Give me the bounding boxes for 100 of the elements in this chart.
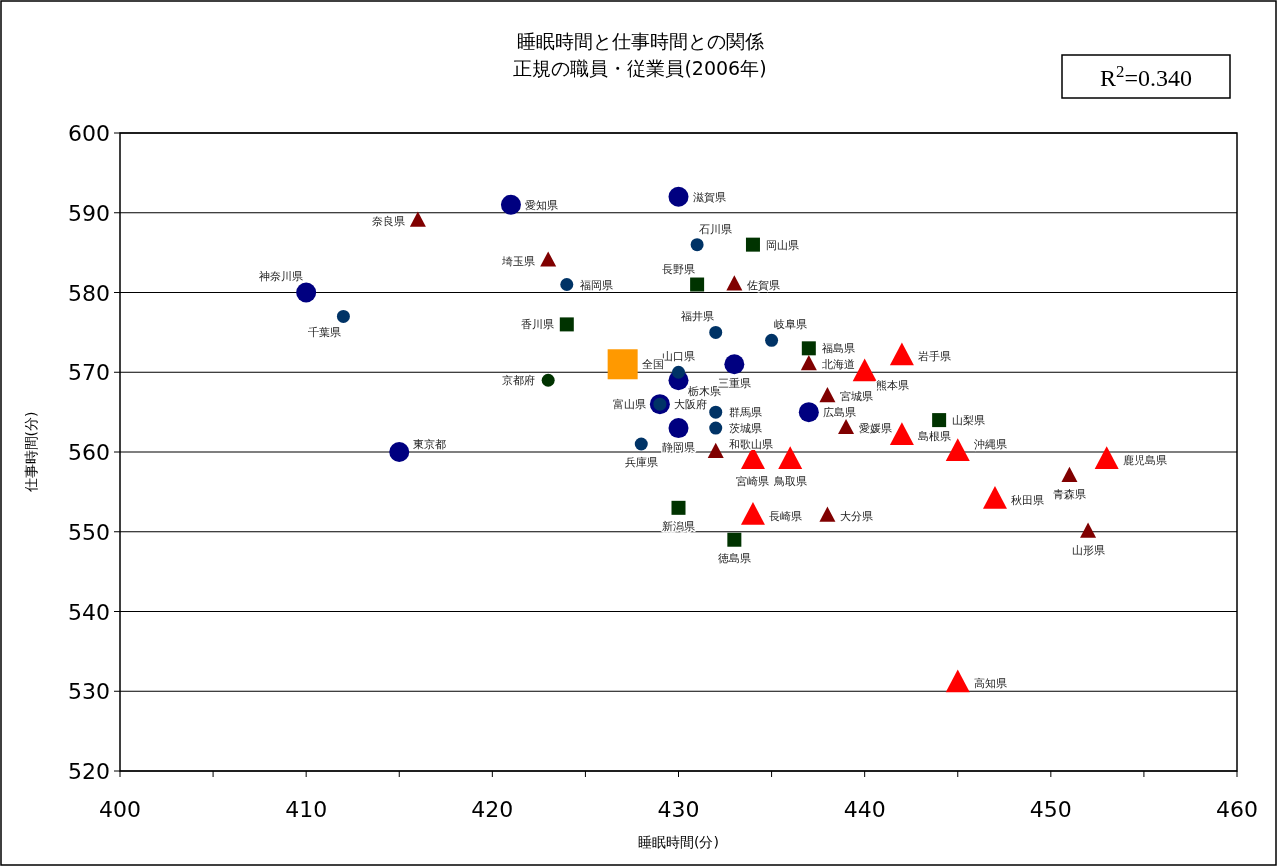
annotation: 福島県 <box>821 342 855 356</box>
x-axis-title: 睡眠時間(分) <box>638 834 719 850</box>
y-tick-label: 570 <box>68 360 110 386</box>
x-tick-label: 460 <box>1216 797 1258 822</box>
point <box>607 349 638 380</box>
annotation: 京都府 <box>502 374 536 388</box>
point <box>541 373 555 387</box>
y-axis-title: 仕事時間(分) <box>23 411 39 494</box>
point <box>336 309 350 323</box>
annotation: 新潟県 <box>662 519 695 533</box>
annotation: 福岡県 <box>579 278 613 292</box>
y-tick-label: 580 <box>68 280 110 306</box>
point <box>668 418 689 439</box>
annotation: 鳥取県 <box>772 474 807 488</box>
r2-box: R$^{2}$=0.340 <box>1061 54 1231 99</box>
annotation: 富山県 <box>612 398 646 412</box>
point <box>668 186 689 207</box>
point <box>560 278 574 292</box>
annotation: 岡山県 <box>765 238 799 252</box>
point <box>745 237 760 252</box>
annotation: 埼玉県 <box>501 254 536 268</box>
point <box>798 402 819 423</box>
annotation: 広島県 <box>822 406 856 420</box>
chart-subtitle: 正規の職員・従業員(2006年) <box>513 57 767 79</box>
point <box>1080 522 1097 538</box>
y-tick-label: 560 <box>68 440 110 465</box>
point <box>389 442 410 462</box>
annotation: 東京都 <box>413 438 447 451</box>
annotation: 愛知県 <box>524 198 558 212</box>
point <box>800 355 817 371</box>
point <box>709 421 723 435</box>
annotation: 宮崎県 <box>736 474 770 488</box>
annotation: 神奈川県 <box>259 269 304 283</box>
annotation: 愛媛県 <box>859 422 893 436</box>
annotation: 石川県 <box>699 222 733 236</box>
point <box>709 405 723 419</box>
annotation: 静岡県 <box>662 441 695 455</box>
point <box>296 282 317 303</box>
point <box>707 442 724 458</box>
annotation: 大分県 <box>840 509 874 523</box>
annotation: 北海道 <box>821 358 855 372</box>
x-tick-label: 430 <box>657 797 700 822</box>
point <box>889 342 914 366</box>
annotation: 佐賀県 <box>747 278 781 292</box>
annotation: 奈良県 <box>371 214 405 228</box>
point <box>945 669 970 693</box>
point <box>690 277 705 292</box>
point <box>1094 446 1119 469</box>
annotation: 長野県 <box>662 262 696 276</box>
y-tick-label: 530 <box>68 679 110 705</box>
x-tick-label: 410 <box>285 797 328 822</box>
point <box>409 211 426 227</box>
annotation: 徳島県 <box>717 551 751 565</box>
annotation: 滋賀県 <box>692 190 726 204</box>
chart-title: 睡眠時間と仕事時間との関係 <box>516 30 764 52</box>
annotation: 熊本県 <box>875 379 909 393</box>
point <box>727 532 742 547</box>
annotation: 島根県 <box>917 430 951 444</box>
y-tick-label: 520 <box>68 759 110 784</box>
point <box>634 437 648 451</box>
annotation: 群馬県 <box>728 406 762 420</box>
point <box>982 486 1007 509</box>
annotation: 茨城県 <box>728 422 762 436</box>
x-tick-label: 400 <box>99 797 141 822</box>
point <box>672 365 685 379</box>
annotation: 鹿児島県 <box>1122 453 1167 467</box>
point <box>801 341 816 356</box>
point <box>852 358 877 382</box>
annotation: 沖縄県 <box>973 438 1007 451</box>
point <box>500 194 521 215</box>
annotation: 山梨県 <box>952 414 986 428</box>
annotation: 和歌山県 <box>728 438 773 451</box>
annotation: 全国 <box>641 358 664 372</box>
point <box>1061 466 1078 482</box>
x-tick-label: 450 <box>1029 797 1072 822</box>
annotation: 長崎県 <box>768 509 802 523</box>
x-tick-label: 440 <box>843 797 886 822</box>
point <box>765 333 779 347</box>
annotation: 岐阜県 <box>773 318 807 332</box>
point <box>819 506 836 522</box>
point <box>778 446 803 469</box>
y-tick-label: 540 <box>68 599 110 625</box>
annotation: 兵庫県 <box>624 456 658 470</box>
annotation: 香川県 <box>520 318 554 332</box>
point <box>740 502 765 525</box>
annotation: 千葉県 <box>308 326 342 340</box>
annotation: 福井県 <box>680 310 714 324</box>
y-tick-label: 550 <box>68 519 110 545</box>
annotation: 青森県 <box>1052 487 1086 501</box>
point <box>726 275 743 291</box>
point <box>671 500 686 515</box>
point <box>559 317 574 332</box>
annotation: 秋田県 <box>1010 493 1044 507</box>
y-tick-label: 590 <box>68 200 110 226</box>
point <box>540 251 557 267</box>
x-tick-label: 420 <box>471 797 514 822</box>
point <box>709 325 723 339</box>
annotation: 山形県 <box>1071 543 1105 557</box>
point <box>838 418 855 435</box>
point <box>819 386 836 403</box>
